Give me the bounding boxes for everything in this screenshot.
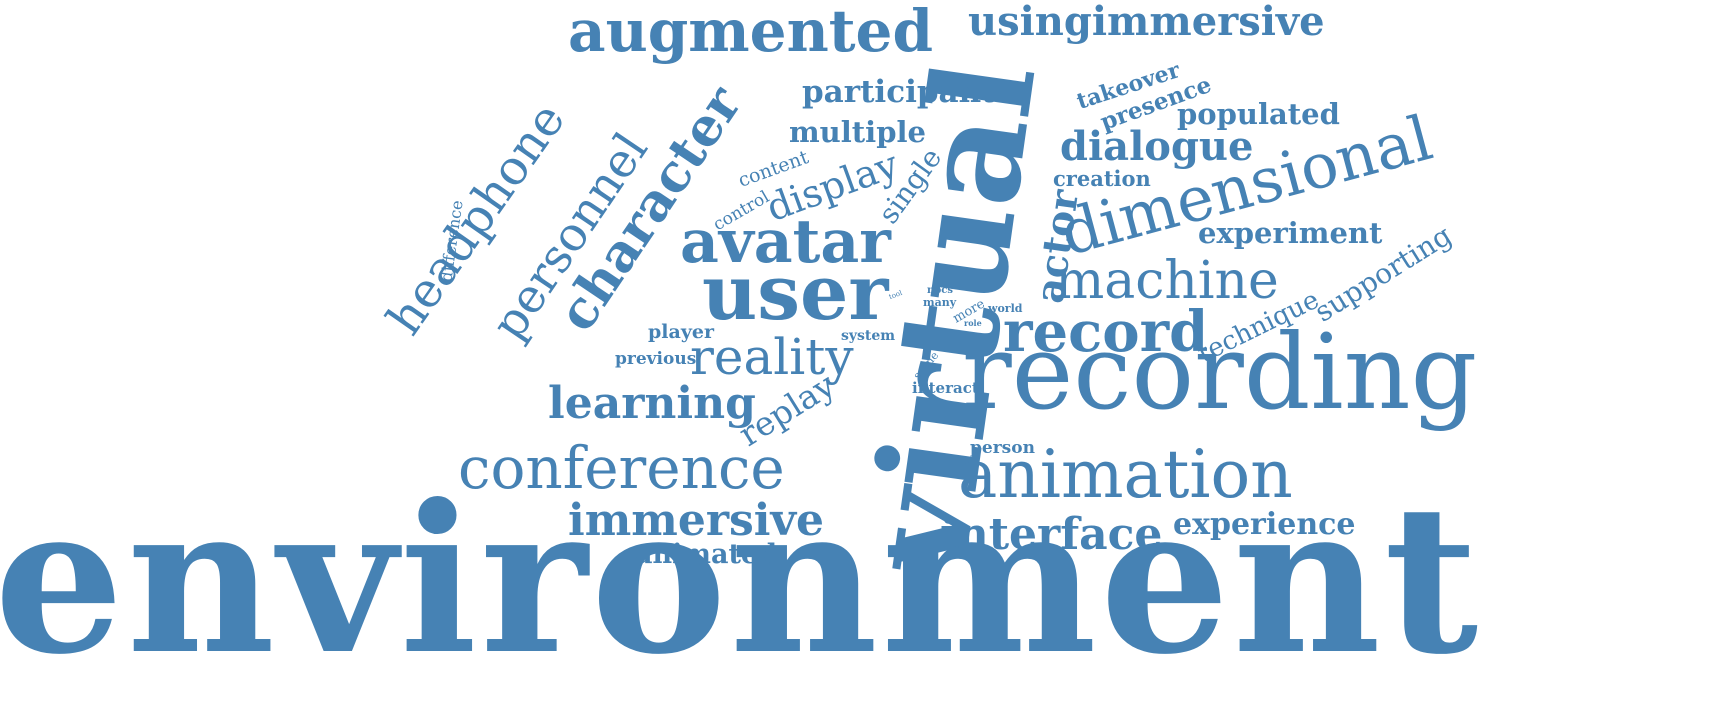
word-interface: interface	[940, 513, 1162, 557]
word-role: role	[964, 319, 982, 327]
word-experience: experience	[1173, 510, 1356, 540]
word-many: many	[923, 297, 956, 308]
word-npcs: npcs	[927, 286, 953, 296]
word-system: system	[841, 329, 895, 343]
word-creation: creation	[1053, 168, 1151, 189]
word-conference: conference	[458, 439, 785, 497]
word-interact: interact	[912, 381, 979, 396]
word-person: person	[970, 440, 1035, 457]
word-player: player	[648, 323, 714, 342]
word-machine: machine	[1055, 255, 1279, 307]
word-record: record	[1003, 304, 1208, 360]
word-experiment: experiment	[1198, 219, 1382, 248]
word-multiple: multiple	[789, 118, 926, 147]
word-previous: previous	[615, 351, 696, 368]
word-world: world	[988, 303, 1022, 314]
word-participant: participant	[802, 77, 995, 108]
word-reality: reality	[690, 332, 854, 382]
word-learning: learning	[548, 382, 756, 426]
word-animated: animated	[635, 541, 777, 568]
word-dialogue: dialogue	[1060, 127, 1253, 167]
word-usingimmersive: usingimmersive	[968, 2, 1325, 42]
word-immersive: immersive	[568, 499, 824, 543]
word-augmented: augmented	[568, 2, 933, 60]
word-populated: populated	[1177, 100, 1340, 129]
